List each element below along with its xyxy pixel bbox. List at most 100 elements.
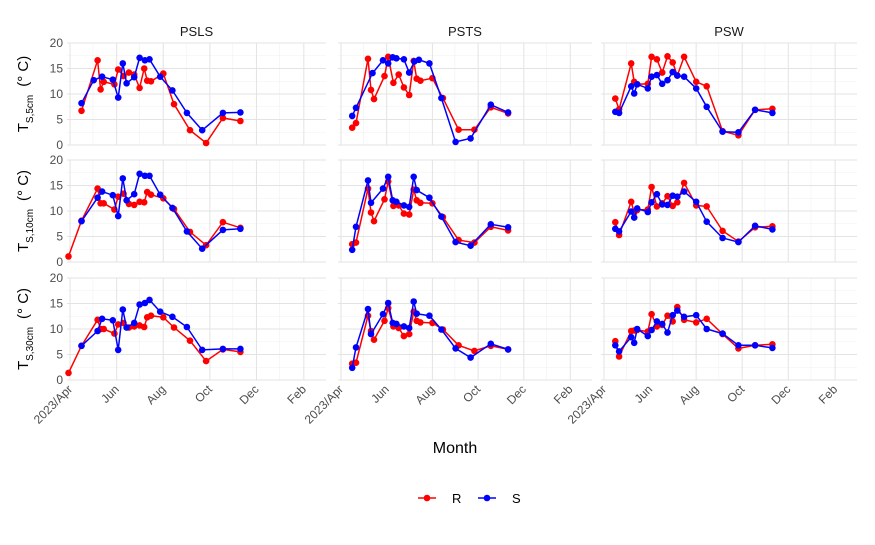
data-point-s (400, 202, 408, 209)
data-point-r (348, 124, 356, 131)
data-point-s (615, 228, 623, 235)
x-tick-label: 2023/Apr (302, 382, 346, 426)
data-point-r (664, 192, 671, 200)
series-line-s (351, 174, 509, 250)
panel-psw-row-2 (601, 159, 857, 263)
y-tick-label: 10 (50, 204, 64, 218)
data-point-r (719, 227, 726, 235)
legend-label: R (452, 491, 461, 506)
data-point-r (367, 86, 375, 94)
data-point-s (410, 173, 418, 181)
data-point-r (703, 203, 710, 210)
row-label-main: T (15, 361, 32, 370)
data-point-s (413, 310, 421, 318)
data-point-s (612, 342, 619, 349)
data-point-r (94, 57, 101, 64)
data-point-s (114, 94, 122, 101)
y-tick-label: 0 (56, 373, 63, 387)
facet-strip-label: PSTS (448, 24, 482, 39)
y-tick-label: 20 (50, 36, 64, 50)
data-point-s (653, 318, 661, 325)
data-point-s (400, 323, 408, 330)
data-point-s (379, 310, 387, 318)
data-point-s (719, 128, 726, 135)
x-tick-label: Oct (460, 382, 484, 406)
data-point-s (169, 204, 176, 212)
data-point-r (627, 60, 635, 67)
data-point-r (100, 325, 107, 333)
data-point-s (405, 203, 413, 211)
data-point-s (94, 327, 101, 335)
data-point-r (170, 100, 178, 108)
data-point-s (452, 138, 459, 146)
data-point-r (100, 200, 107, 207)
data-point-s (703, 218, 710, 225)
data-point-s (692, 85, 700, 92)
data-point-s (78, 99, 85, 107)
data-point-s (664, 329, 671, 336)
data-point-s (735, 342, 742, 349)
data-point-r (627, 198, 635, 206)
data-point-r (237, 117, 244, 125)
data-point-r (352, 359, 360, 367)
data-point-s (379, 57, 387, 64)
data-point-r (130, 201, 138, 209)
data-point-r (692, 78, 700, 86)
facet-strip-label: PSLS (180, 24, 214, 39)
data-point-s (426, 312, 433, 320)
data-point-s (78, 342, 85, 350)
data-point-r (65, 253, 72, 260)
data-point-s (674, 72, 681, 79)
data-point-r (78, 107, 85, 115)
legend-label: S (512, 491, 521, 506)
data-point-s (735, 238, 742, 246)
panel-psw-row-1 (601, 42, 857, 146)
data-point-s (364, 177, 372, 184)
data-point-s (367, 199, 375, 207)
data-point-s (364, 305, 372, 313)
data-point-s (198, 346, 206, 354)
data-point-s (405, 324, 413, 332)
data-point-r (364, 55, 372, 63)
data-point-r (405, 91, 413, 99)
data-point-s (630, 339, 638, 347)
data-point-s (735, 129, 742, 136)
data-point-r (114, 321, 122, 328)
panel-psts-row-1 (338, 42, 592, 146)
x-tick-label: Feb (816, 382, 841, 407)
data-point-s (410, 298, 418, 305)
x-tick-label: Jun (368, 382, 392, 406)
data-point-s (198, 126, 206, 134)
data-point-s (426, 60, 433, 67)
data-point-s (452, 345, 459, 352)
data-point-s (627, 83, 635, 90)
x-tick-label: Aug (676, 382, 701, 407)
data-point-s (146, 296, 153, 304)
panel-psts-row-3 (338, 277, 592, 381)
data-point-s (467, 354, 474, 361)
data-point-r (417, 199, 424, 207)
x-tick-label: Oct (724, 382, 748, 406)
x-tick-label: Aug (413, 382, 438, 407)
data-point-s (352, 344, 360, 351)
data-point-r (703, 315, 710, 323)
data-point-s (400, 56, 408, 63)
y-tick-label: 5 (56, 230, 63, 244)
data-point-r (202, 357, 210, 365)
data-point-s (664, 76, 671, 84)
data-point-s (452, 238, 459, 246)
data-point-r (140, 65, 148, 72)
y-tick-label: 0 (56, 255, 63, 269)
data-point-s (615, 348, 623, 355)
data-point-s (680, 73, 688, 80)
panel-psls-row-1 (67, 42, 326, 147)
data-point-s (393, 55, 400, 62)
data-point-r (114, 66, 122, 73)
data-point-s (136, 170, 143, 178)
series-line-r (67, 314, 241, 374)
data-point-s (426, 194, 433, 201)
y-tick-label: 15 (50, 62, 64, 76)
data-point-r (612, 218, 619, 226)
data-point-s (751, 222, 759, 230)
